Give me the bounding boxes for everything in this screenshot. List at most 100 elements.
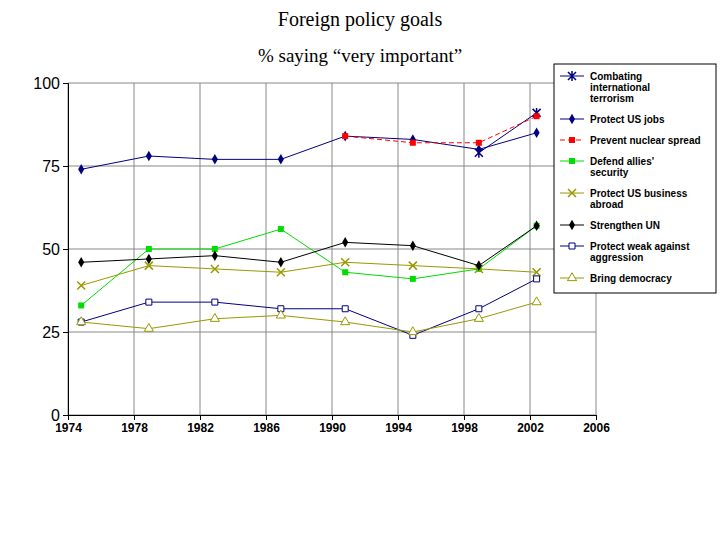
marker bbox=[474, 313, 483, 321]
marker bbox=[410, 240, 416, 251]
legend-marker bbox=[569, 158, 575, 164]
series bbox=[78, 223, 539, 309]
series-group bbox=[77, 108, 542, 338]
marker bbox=[212, 299, 218, 305]
legend-marker bbox=[568, 71, 576, 81]
marker bbox=[533, 268, 541, 276]
series-line bbox=[81, 262, 536, 285]
legend-label: Protect weak againstaggression bbox=[590, 241, 690, 263]
legend-label-line: Protect US jobs bbox=[590, 114, 665, 125]
legend-marker bbox=[569, 137, 575, 143]
marker bbox=[342, 237, 348, 248]
marker bbox=[77, 282, 85, 290]
x-tick-label: 1998 bbox=[451, 421, 478, 435]
marker bbox=[341, 317, 350, 325]
x-tick: 2002 bbox=[517, 415, 544, 435]
x-tick-label: 1994 bbox=[385, 421, 412, 435]
grid-line-x bbox=[530, 83, 531, 415]
x-tick: 1982 bbox=[187, 415, 214, 435]
legend-item: Strengthen UN bbox=[560, 220, 660, 231]
legend-marker bbox=[569, 114, 575, 125]
marker bbox=[408, 327, 417, 335]
marker bbox=[341, 258, 349, 266]
x-axis: 197419781982198619901994199820022006 bbox=[55, 415, 610, 435]
marker bbox=[77, 317, 86, 325]
y-tick: 25 bbox=[42, 324, 68, 341]
x-tick: 1978 bbox=[121, 415, 148, 435]
legend-label: Combatinginternationalterrorism bbox=[590, 71, 650, 104]
x-tick-label: 1978 bbox=[121, 421, 148, 435]
x-tick-mark bbox=[530, 415, 531, 420]
legend-item: Protect US jobs bbox=[560, 114, 665, 125]
marker bbox=[146, 246, 152, 252]
series bbox=[78, 220, 539, 270]
x-tick-label: 1982 bbox=[187, 421, 214, 435]
legend-label-line: Protect weak against bbox=[590, 241, 690, 252]
legend-marker bbox=[567, 273, 576, 281]
x-tick-mark bbox=[200, 415, 201, 420]
legend-label-line: Prevent nuclear spread bbox=[590, 135, 701, 146]
y-tick-mark bbox=[63, 166, 68, 167]
series-line bbox=[345, 116, 536, 143]
legend-label-line: Defend allies' bbox=[590, 156, 654, 167]
x-tick-label: 2002 bbox=[517, 421, 544, 435]
marker bbox=[534, 276, 540, 282]
x-tick-mark bbox=[596, 415, 597, 420]
legend-label-line: aggression bbox=[590, 252, 643, 263]
x-tick: 1990 bbox=[319, 415, 346, 435]
marker bbox=[410, 276, 416, 282]
x-tick-label: 2006 bbox=[583, 421, 610, 435]
series-line bbox=[81, 226, 536, 306]
marker bbox=[534, 113, 540, 119]
x-tick: 1994 bbox=[385, 415, 412, 435]
title: Foreign policy goals bbox=[278, 8, 443, 31]
marker bbox=[278, 226, 284, 232]
y-axis: 0255075100 bbox=[33, 75, 68, 424]
marker bbox=[409, 262, 417, 270]
grid-line-x bbox=[332, 83, 333, 415]
legend-label-line: abroad bbox=[590, 199, 623, 210]
x-tick: 2006 bbox=[583, 415, 610, 435]
series bbox=[77, 297, 542, 335]
marker bbox=[78, 257, 84, 268]
legend-label-line: Protect US business bbox=[590, 188, 688, 199]
x-tick-mark bbox=[332, 415, 333, 420]
x-tick-mark bbox=[398, 415, 399, 420]
legend-label: Bring democracy bbox=[590, 273, 672, 284]
x-tick-label: 1990 bbox=[319, 421, 346, 435]
y-tick-mark bbox=[63, 83, 68, 84]
marker bbox=[78, 302, 84, 308]
legend-item: Defend allies'security bbox=[560, 156, 654, 178]
legend-label-line: terrorism bbox=[590, 93, 634, 104]
marker bbox=[212, 154, 218, 165]
grid-line-x bbox=[398, 83, 399, 415]
marker bbox=[476, 260, 482, 271]
marker bbox=[144, 323, 153, 331]
y-tick-label: 75 bbox=[42, 158, 60, 175]
marker bbox=[342, 133, 348, 139]
marker bbox=[342, 269, 348, 275]
legend-marker bbox=[568, 189, 576, 197]
legend-item: Combatinginternationalterrorism bbox=[560, 71, 650, 104]
y-tick-label: 0 bbox=[51, 407, 60, 424]
series bbox=[78, 276, 539, 338]
legend-label: Prevent nuclear spread bbox=[590, 135, 701, 146]
marker bbox=[278, 257, 284, 268]
legend-marker bbox=[569, 243, 575, 249]
legend-label: Defend allies'security bbox=[590, 156, 654, 178]
legend-label: Protect US jobs bbox=[590, 114, 665, 125]
y-tick: 0 bbox=[51, 407, 68, 424]
grid bbox=[68, 83, 596, 415]
x-tick-mark bbox=[134, 415, 135, 420]
y-tick-label: 50 bbox=[42, 241, 60, 258]
legend-marker bbox=[569, 220, 575, 231]
legend: Combatinginternationalterrorism Protect U… bbox=[554, 64, 716, 293]
marker bbox=[212, 250, 218, 261]
series-line bbox=[81, 226, 536, 266]
legend-item: Protect US businessabroad bbox=[560, 188, 688, 210]
marker bbox=[534, 128, 540, 139]
marker bbox=[410, 140, 416, 146]
grid-line-x bbox=[464, 83, 465, 415]
marker bbox=[78, 164, 84, 175]
marker bbox=[277, 268, 285, 276]
